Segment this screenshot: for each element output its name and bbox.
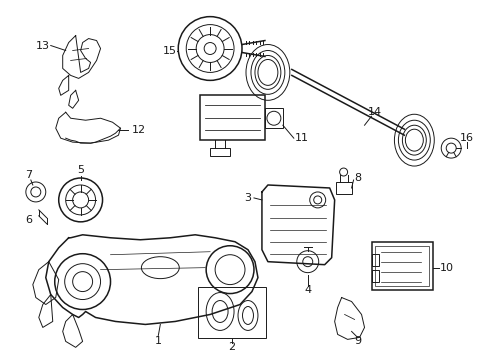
Bar [375,246,429,285]
Text: 7: 7 [25,170,32,180]
Text: 4: 4 [304,284,311,294]
Text: 16: 16 [460,133,474,143]
Bar [198,287,266,338]
Text: 2: 2 [228,342,236,352]
Text: 15: 15 [163,45,177,55]
Bar [265,108,283,128]
Bar [371,242,433,289]
Bar [371,254,379,266]
Bar [371,270,379,282]
Text: 14: 14 [368,107,382,117]
Bar [200,95,265,140]
Text: 1: 1 [155,336,162,346]
Bar [210,148,230,156]
Text: 9: 9 [354,336,361,346]
Text: 12: 12 [131,125,146,135]
Text: 3: 3 [245,193,251,203]
Text: 5: 5 [77,165,84,175]
Text: 8: 8 [354,173,361,183]
Text: 10: 10 [440,263,454,273]
Text: 6: 6 [25,215,32,225]
Bar [336,182,352,194]
Text: 11: 11 [295,133,309,143]
Text: 13: 13 [36,41,50,50]
